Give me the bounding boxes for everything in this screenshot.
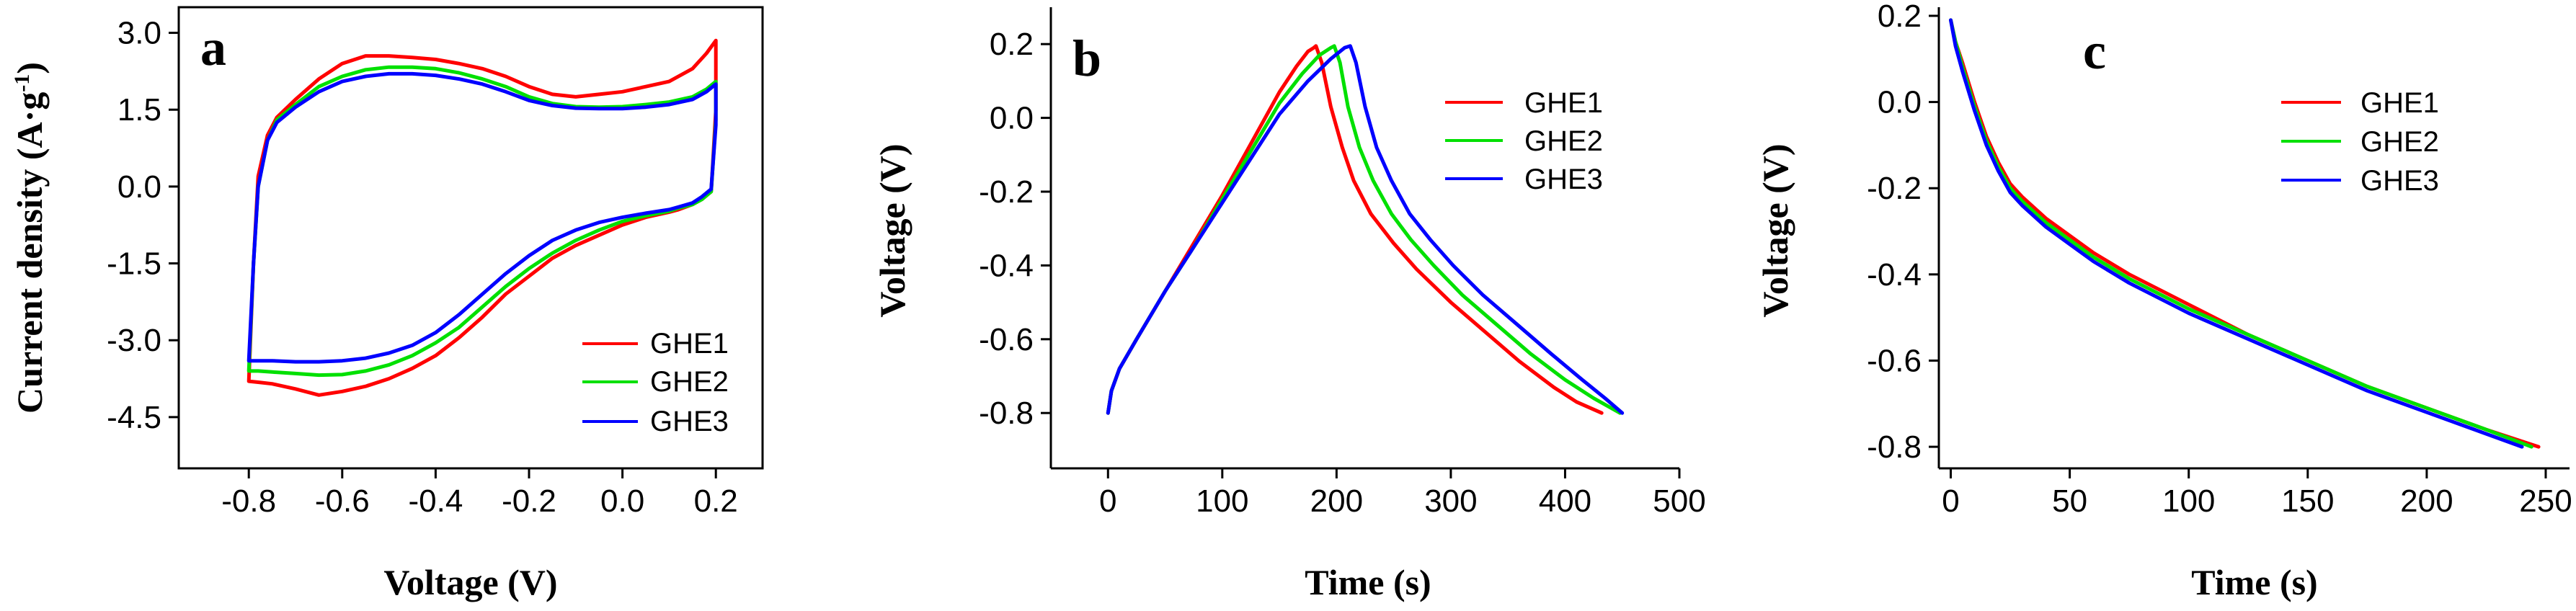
panel-a-ytick-label: 1.5 xyxy=(117,92,161,128)
panel-c-series-ghe1 xyxy=(1949,18,2541,449)
panel-a-label: a xyxy=(200,19,226,76)
panel-b-ticks: 0 100 200 300 400 500 0.2 0.0 -0.2 -0.4 -0.6 -0.8 xyxy=(979,27,1706,519)
panel-a-ytick-label: 3.0 xyxy=(117,16,161,51)
panel-b-ytick-label: -0.2 xyxy=(979,174,1034,210)
panel-c-ticks: 0 50 100 150 200 250 0.2 0.0 -0.2 -0.4 -0.6 -0.8 xyxy=(1867,0,2572,519)
panel-a-ylabel-sup: -1 xyxy=(10,74,34,92)
panel-c-ytick-label: 0.0 xyxy=(1878,85,1922,120)
panel-a-ylabel: Current density (A·g-1) xyxy=(9,62,50,414)
panel-b-ylabel: Voltage (V) xyxy=(872,143,912,317)
legend-a-label-ghe2: GHE2 xyxy=(650,366,729,398)
panel-a-ytick-label: -3.0 xyxy=(107,323,161,358)
panel-c-ylabel: Voltage (V) xyxy=(1755,143,1795,317)
panel-b-legend: GHE1 GHE2 GHE3 xyxy=(1445,87,1603,195)
panel-c-xtick-label: 200 xyxy=(2400,483,2453,519)
panel-a-ytick-label: -1.5 xyxy=(107,246,161,282)
panel-b-xtick-label: 300 xyxy=(1424,483,1477,519)
panel-c-legend: GHE1 GHE2 GHE3 xyxy=(2281,87,2439,197)
panel-c-xtick-label: 100 xyxy=(2162,483,2215,519)
panel-c-curves xyxy=(1949,18,2541,449)
panel-a-xlabel: Voltage (V) xyxy=(383,562,557,602)
legend-a-label-ghe1: GHE1 xyxy=(650,328,729,360)
panel-c-ytick-label: 0.2 xyxy=(1878,0,1922,34)
panel-a: -0.8 -0.6 -0.4 -0.2 0.0 0.2 3.0 1.5 0.0 -1.5 -3.0 -… xyxy=(9,6,764,602)
panel-b: 0 100 200 300 400 500 0.2 0.0 -0.2 -0.4 -0.6 -0.8 b… xyxy=(872,7,1706,602)
panel-a-frame xyxy=(177,6,764,470)
panel-a-series-ghe2 xyxy=(247,65,718,378)
panel-a-curves xyxy=(247,38,718,397)
panel-a-xtick-label: 0.2 xyxy=(694,483,738,519)
panel-a-legend: GHE1 GHE2 GHE3 xyxy=(582,328,729,437)
panel-a-series-ghe1 xyxy=(247,38,718,397)
legend-c-label-ghe1: GHE1 xyxy=(2360,87,2439,119)
panel-b-series-ghe3 xyxy=(1106,44,1625,415)
panel-a-xtick-label: -0.6 xyxy=(315,483,370,519)
panel-c-ytick-label: -0.2 xyxy=(1867,171,1922,206)
legend-c-label-ghe2: GHE2 xyxy=(2360,126,2439,158)
panel-b-xtick-label: 400 xyxy=(1539,483,1591,519)
panel-b-ytick-label: 0.2 xyxy=(990,27,1034,62)
panel-a-ytick-label: 0.0 xyxy=(117,169,161,205)
legend-b-label-ghe2: GHE2 xyxy=(1524,125,1603,157)
legend-a-label-ghe3: GHE3 xyxy=(650,406,729,437)
panel-a-xtick-label: -0.2 xyxy=(502,483,556,519)
panel-c-series-ghe2 xyxy=(1949,18,2533,449)
panel-b-xlabel: Time (s) xyxy=(1305,562,1431,602)
legend-b-label-ghe3: GHE3 xyxy=(1524,164,1603,195)
panel-a-ticks: -0.8 -0.6 -0.4 -0.2 0.0 0.2 3.0 1.5 0.0 -1.5 -3.0 -… xyxy=(107,16,738,519)
panel-b-ytick-label: 0.0 xyxy=(990,101,1034,136)
panel-c-label: c xyxy=(2083,22,2106,80)
legend-c-label-ghe3: GHE3 xyxy=(2360,165,2439,197)
panel-c-xlabel: Time (s) xyxy=(2191,562,2317,602)
legend-b-label-ghe1: GHE1 xyxy=(1524,87,1603,119)
panel-c-xtick-label: 150 xyxy=(2281,483,2334,519)
panel-c-ytick-label: -0.8 xyxy=(1867,429,1922,465)
panel-b-xtick-label: 100 xyxy=(1196,483,1248,519)
panel-a-series-ghe3 xyxy=(247,71,718,364)
panel-a-xtick-label: 0.0 xyxy=(600,483,644,519)
panel-c-ytick-label: -0.4 xyxy=(1867,257,1922,293)
panel-c-xtick-label: 0 xyxy=(1942,483,1959,519)
panel-b-curves xyxy=(1106,44,1625,415)
panel-a-ylabel-main: Current density (A·g xyxy=(9,92,50,414)
panel-a-xtick-label: -0.4 xyxy=(408,483,463,519)
panel-a-ytick-label: -4.5 xyxy=(107,400,161,435)
panel-c-series-ghe3 xyxy=(1949,18,2524,449)
panel-b-ytick-label: -0.6 xyxy=(979,322,1034,357)
panel-b-xtick-label: 500 xyxy=(1653,483,1705,519)
panel-c-xtick-label: 250 xyxy=(2519,483,2572,519)
panel-a-ylabel-close: ) xyxy=(9,62,50,74)
panel-a-xtick-label: -0.8 xyxy=(221,483,276,519)
panel-b-xtick-label: 0 xyxy=(1099,483,1116,519)
panel-b-ytick-label: -0.8 xyxy=(979,396,1034,431)
panel-b-ytick-label: -0.4 xyxy=(979,248,1034,283)
panel-b-label: b xyxy=(1072,30,1101,87)
panel-b-xtick-label: 200 xyxy=(1310,483,1363,519)
panel-c-ytick-label: -0.6 xyxy=(1867,343,1922,378)
panel-c-xtick-label: 50 xyxy=(2052,483,2087,519)
